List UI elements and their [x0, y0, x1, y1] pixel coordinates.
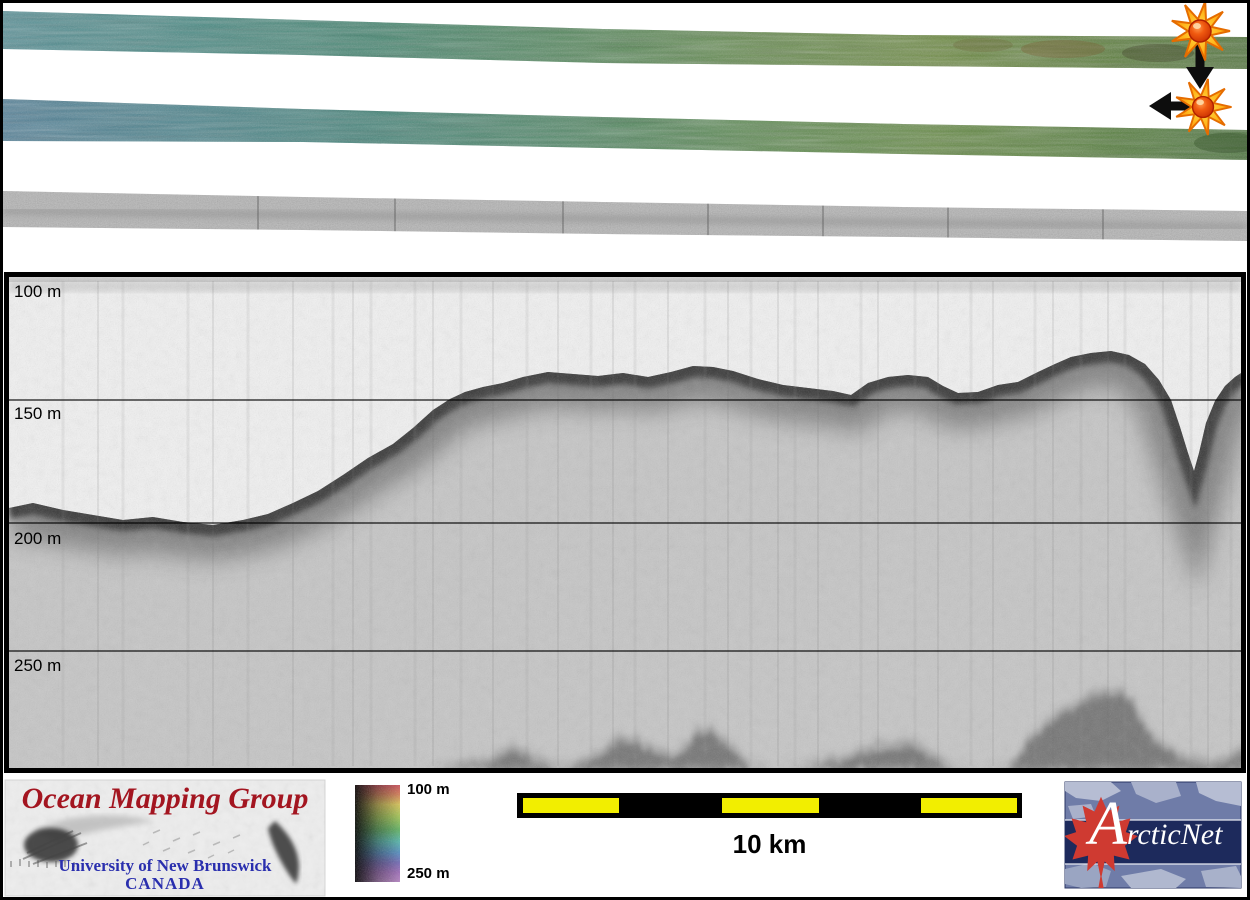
logo-art-speckles [142, 829, 241, 859]
scale-bar [517, 793, 1022, 818]
depth-label-200: 200 m [14, 529, 62, 548]
colorbar-top-label: 100 m [407, 781, 450, 798]
depth-label-150: 150 m [14, 404, 62, 423]
depth-label-100: 100 m [14, 282, 62, 301]
scale-bar-segment [523, 798, 619, 813]
depth-colorbar [355, 785, 400, 882]
colorbar-bottom-label: 250 m [407, 865, 450, 882]
multibeam-swath-1 [3, 11, 1247, 69]
depth-label-250: 250 m [14, 656, 62, 675]
omg-logo-country: CANADA [125, 874, 205, 893]
scale-bar-label: 10 km [732, 829, 807, 859]
logo-art-blob-right [268, 821, 299, 884]
figure-graphics [3, 3, 1247, 897]
scale-bar-segment [921, 798, 1017, 813]
omg-logo-university: University of New Brunswick [58, 856, 272, 875]
maple-leaf-icon [1065, 796, 1138, 888]
multibeam-swath-2 [3, 99, 1247, 160]
omg-logo [4, 779, 326, 897]
depth-gridlines [9, 399, 1241, 652]
omg-logo-title: Ocean Mapping Group [21, 782, 309, 815]
arcticnet-wordmark: ArcticNet [1089, 790, 1223, 858]
subbottom-profile-panel [4, 272, 1246, 773]
scale-bar-segment [722, 798, 819, 813]
arcticnet-logo [1064, 781, 1242, 889]
sidescan-swath [3, 191, 1247, 241]
